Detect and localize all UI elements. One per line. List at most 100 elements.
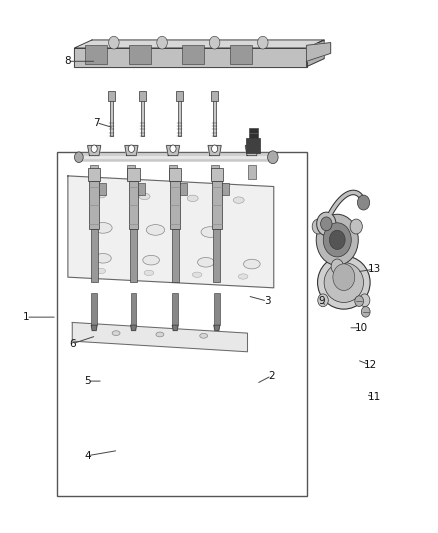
- Circle shape: [329, 230, 345, 249]
- Circle shape: [170, 145, 176, 152]
- Ellipse shape: [244, 259, 260, 269]
- Circle shape: [157, 36, 167, 49]
- Text: 13: 13: [368, 264, 381, 274]
- Bar: [169, 165, 177, 179]
- Polygon shape: [208, 146, 221, 156]
- Bar: [213, 96, 216, 136]
- Bar: [89, 181, 99, 229]
- Circle shape: [318, 294, 328, 306]
- Text: 12: 12: [364, 360, 377, 370]
- Bar: [110, 96, 113, 136]
- Bar: [180, 183, 187, 195]
- Circle shape: [333, 264, 355, 290]
- Bar: [172, 229, 179, 282]
- Polygon shape: [307, 40, 324, 67]
- Polygon shape: [214, 325, 219, 330]
- Bar: [246, 138, 260, 153]
- Polygon shape: [91, 325, 97, 330]
- Bar: [129, 181, 138, 229]
- Bar: [88, 168, 100, 181]
- Polygon shape: [68, 176, 274, 288]
- Text: 2: 2: [268, 371, 275, 381]
- Bar: [222, 183, 229, 195]
- Bar: [248, 165, 256, 179]
- Text: 1: 1: [23, 312, 30, 322]
- Circle shape: [74, 152, 83, 163]
- Text: 6: 6: [69, 339, 76, 349]
- Bar: [129, 45, 151, 64]
- Bar: [127, 168, 140, 181]
- Bar: [176, 91, 183, 101]
- Ellipse shape: [318, 256, 370, 309]
- Ellipse shape: [200, 334, 208, 338]
- Polygon shape: [74, 40, 324, 48]
- Text: 3: 3: [264, 296, 271, 306]
- Circle shape: [321, 217, 332, 231]
- Circle shape: [331, 259, 343, 274]
- Text: 4: 4: [84, 451, 91, 461]
- Circle shape: [109, 36, 119, 49]
- Bar: [131, 293, 137, 325]
- Bar: [85, 45, 107, 64]
- Circle shape: [359, 294, 370, 306]
- Ellipse shape: [201, 227, 219, 237]
- Polygon shape: [131, 325, 137, 330]
- Ellipse shape: [112, 330, 120, 336]
- Circle shape: [361, 306, 370, 317]
- Circle shape: [357, 195, 370, 210]
- Polygon shape: [245, 146, 258, 156]
- Bar: [212, 181, 222, 229]
- Bar: [108, 91, 115, 101]
- Circle shape: [209, 36, 220, 49]
- Text: 5: 5: [84, 376, 91, 386]
- Ellipse shape: [192, 272, 202, 277]
- Bar: [211, 91, 218, 101]
- Bar: [139, 91, 146, 101]
- Bar: [138, 183, 145, 195]
- Ellipse shape: [144, 270, 154, 276]
- Circle shape: [312, 219, 325, 234]
- Text: 10: 10: [355, 323, 368, 333]
- Bar: [57, 152, 307, 496]
- Circle shape: [249, 145, 255, 152]
- Bar: [169, 168, 181, 181]
- Circle shape: [91, 145, 97, 152]
- Bar: [249, 128, 258, 138]
- Ellipse shape: [324, 263, 364, 303]
- Ellipse shape: [95, 254, 111, 263]
- Ellipse shape: [139, 193, 150, 200]
- Polygon shape: [88, 146, 101, 156]
- Polygon shape: [307, 43, 331, 61]
- Circle shape: [316, 214, 358, 265]
- Ellipse shape: [198, 257, 214, 267]
- Ellipse shape: [143, 255, 159, 265]
- Bar: [127, 165, 135, 179]
- Ellipse shape: [187, 195, 198, 201]
- Ellipse shape: [96, 268, 106, 273]
- Bar: [211, 168, 223, 181]
- Text: 7: 7: [93, 118, 100, 127]
- Polygon shape: [173, 325, 178, 330]
- Bar: [178, 96, 181, 136]
- Bar: [91, 293, 97, 325]
- Polygon shape: [74, 48, 307, 67]
- Circle shape: [258, 36, 268, 49]
- Ellipse shape: [238, 274, 248, 279]
- Ellipse shape: [146, 224, 165, 235]
- Circle shape: [128, 145, 134, 152]
- Ellipse shape: [94, 223, 112, 233]
- Polygon shape: [72, 322, 247, 352]
- Bar: [90, 165, 98, 179]
- Bar: [141, 96, 144, 136]
- Bar: [130, 229, 137, 282]
- Polygon shape: [166, 146, 180, 156]
- Bar: [214, 293, 219, 325]
- Bar: [182, 45, 204, 64]
- Bar: [170, 181, 180, 229]
- Ellipse shape: [233, 197, 244, 203]
- Polygon shape: [125, 146, 138, 156]
- Bar: [230, 45, 252, 64]
- Ellipse shape: [156, 332, 164, 337]
- Circle shape: [355, 296, 364, 306]
- Circle shape: [317, 212, 336, 236]
